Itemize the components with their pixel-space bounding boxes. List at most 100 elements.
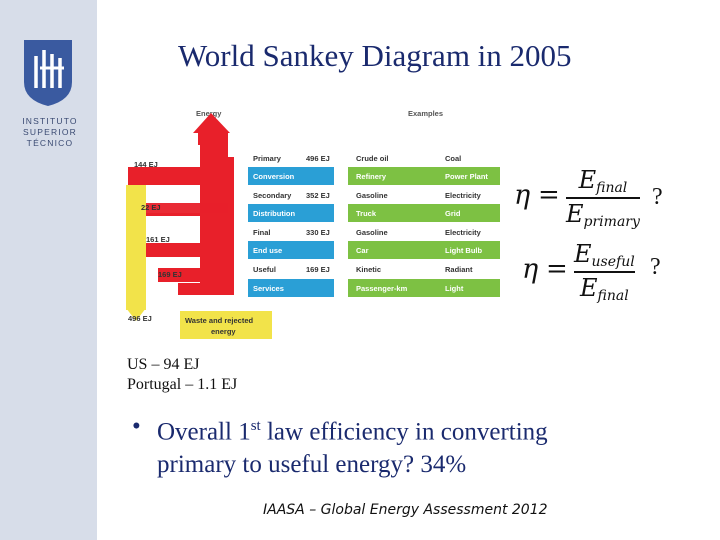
- bullet-line-1: Overall 1st law efficiency in converting: [157, 410, 548, 448]
- stage-box-white-secondary: [248, 186, 334, 204]
- efficiency-equation-final: η = Euseful Efinal ?: [522, 240, 682, 304]
- ist-logo-shield: [24, 40, 72, 106]
- stage-value: 496 EJ: [306, 154, 330, 163]
- stage-box-white-useful: [248, 260, 334, 278]
- example-box: [348, 241, 500, 259]
- ist-logo-text: INSTITUTO SUPERIOR TÉCNICO: [10, 116, 90, 149]
- num-symbol: E: [574, 240, 592, 268]
- fraction-bar: [574, 271, 635, 273]
- stage-box-white-primary: [248, 149, 334, 167]
- rejected-flow-column: [126, 185, 146, 310]
- example-1: Truck: [356, 209, 377, 218]
- question-mark: ?: [652, 184, 663, 210]
- example-2: Radiant: [445, 265, 473, 274]
- logo-line: INSTITUTO: [22, 116, 78, 126]
- example-1: Refinery: [356, 172, 387, 181]
- us-stat: US – 94 EJ: [127, 356, 200, 373]
- example-1: Gasoline: [356, 228, 388, 237]
- flow-end-use: [146, 243, 228, 257]
- energy-arrow-head: [193, 113, 230, 133]
- flow-services: [178, 283, 234, 295]
- example-2: Electricity: [445, 228, 482, 237]
- den-subscript: final: [597, 287, 629, 304]
- eta-symbol: η: [522, 254, 539, 285]
- den-symbol: E: [579, 273, 598, 302]
- num-subscript: final: [596, 180, 628, 196]
- stage-name: Secondary: [253, 191, 292, 200]
- example-1: Car: [356, 246, 369, 255]
- stage-box-white-final: [248, 223, 334, 241]
- stage-box: [248, 204, 334, 222]
- rejected-energy-box: [180, 311, 272, 339]
- left-label: 22 EJ: [141, 203, 161, 212]
- stage-value: 169 EJ: [306, 265, 330, 274]
- energy-stats: US – 94 EJ Portugal – 1.1 EJ: [127, 355, 237, 395]
- example-1: Passenger-km: [356, 284, 408, 293]
- slide-title: World Sankey Diagram in 2005: [178, 38, 572, 73]
- logo-line: SUPERIOR: [23, 127, 77, 137]
- fraction: Efinal Eprimary: [566, 166, 640, 230]
- example-2: Light Bulb: [445, 246, 482, 255]
- example-2: Power Plant: [445, 172, 488, 181]
- den-subscript: primary: [583, 213, 640, 230]
- stage-name: End use: [253, 246, 282, 255]
- stage-value: 352 EJ: [306, 191, 330, 200]
- denominator: Efinal: [574, 274, 635, 304]
- flow-secondary: [146, 203, 228, 215]
- bullet-text: Overall 1st law efficiency in converting…: [157, 410, 548, 481]
- left-label: 169 EJ: [158, 270, 182, 279]
- equals-sign: =: [546, 254, 568, 284]
- example-2: Light: [445, 284, 464, 293]
- stage-name: Conversion: [253, 172, 295, 181]
- bullet-pre: Overall 1: [157, 418, 251, 446]
- stage-name: Useful: [253, 265, 276, 274]
- left-label: 496 EJ: [128, 314, 152, 323]
- example-1: Kinetic: [356, 265, 381, 274]
- stage-name: Services: [253, 284, 284, 293]
- numerator: Efinal: [566, 166, 640, 196]
- stage-box: [248, 167, 334, 185]
- numerator: Euseful: [574, 240, 635, 270]
- source-citation: IAASA – Global Energy Assessment 2012: [263, 502, 548, 518]
- example-2: Grid: [445, 209, 461, 218]
- denominator: Eprimary: [566, 200, 640, 230]
- stage-labels: Primary 496 EJ Conversion Secondary 352 …: [253, 154, 488, 293]
- example-box: [348, 279, 500, 297]
- left-label: 144 EJ: [134, 160, 158, 169]
- stage-rows: [248, 149, 500, 297]
- rejected-label: Waste and rejected: [185, 316, 253, 325]
- stage-box: [248, 279, 334, 297]
- bullet-dot: •: [132, 413, 141, 440]
- example-2: Electricity: [445, 191, 482, 200]
- sankey-diagram: Energy Examples 144 EJ 22 EJ 161 EJ 169 …: [126, 109, 500, 339]
- portugal-stat: Portugal – 1.1 EJ: [127, 376, 238, 393]
- rejected-label: energy: [211, 327, 236, 336]
- den-symbol: E: [566, 199, 584, 228]
- primary-flow-trunk: [198, 131, 228, 145]
- fraction-bar: [566, 197, 640, 199]
- example-1: Crude oil: [356, 154, 389, 163]
- stage-name: Distribution: [253, 209, 295, 218]
- flow-to-stages: [228, 157, 234, 295]
- example-box: [348, 204, 500, 222]
- energy-header: Energy: [196, 109, 222, 118]
- example-box: [348, 167, 500, 185]
- stage-name: Final: [253, 228, 271, 237]
- num-subscript: useful: [591, 254, 635, 270]
- stage-name: Primary: [253, 154, 282, 163]
- logo-line: TÉCNICO: [26, 138, 74, 148]
- eta-symbol: η: [514, 180, 531, 211]
- example-2: Coal: [445, 154, 461, 163]
- examples-header: Examples: [408, 109, 443, 118]
- flow-useful: [158, 268, 228, 282]
- stage-value: 330 EJ: [306, 228, 330, 237]
- stage-box: [248, 241, 334, 259]
- example-1: Gasoline: [356, 191, 388, 200]
- fraction: Euseful Efinal: [574, 240, 635, 304]
- bullet-post: law efficiency in converting: [260, 418, 548, 446]
- efficiency-equation-primary: η = Efinal Eprimary ?: [514, 166, 674, 230]
- num-symbol: E: [578, 166, 597, 194]
- question-mark: ?: [650, 254, 661, 280]
- equals-sign: =: [538, 180, 560, 210]
- bullet-line-2: primary to useful energy? 34%: [157, 451, 467, 479]
